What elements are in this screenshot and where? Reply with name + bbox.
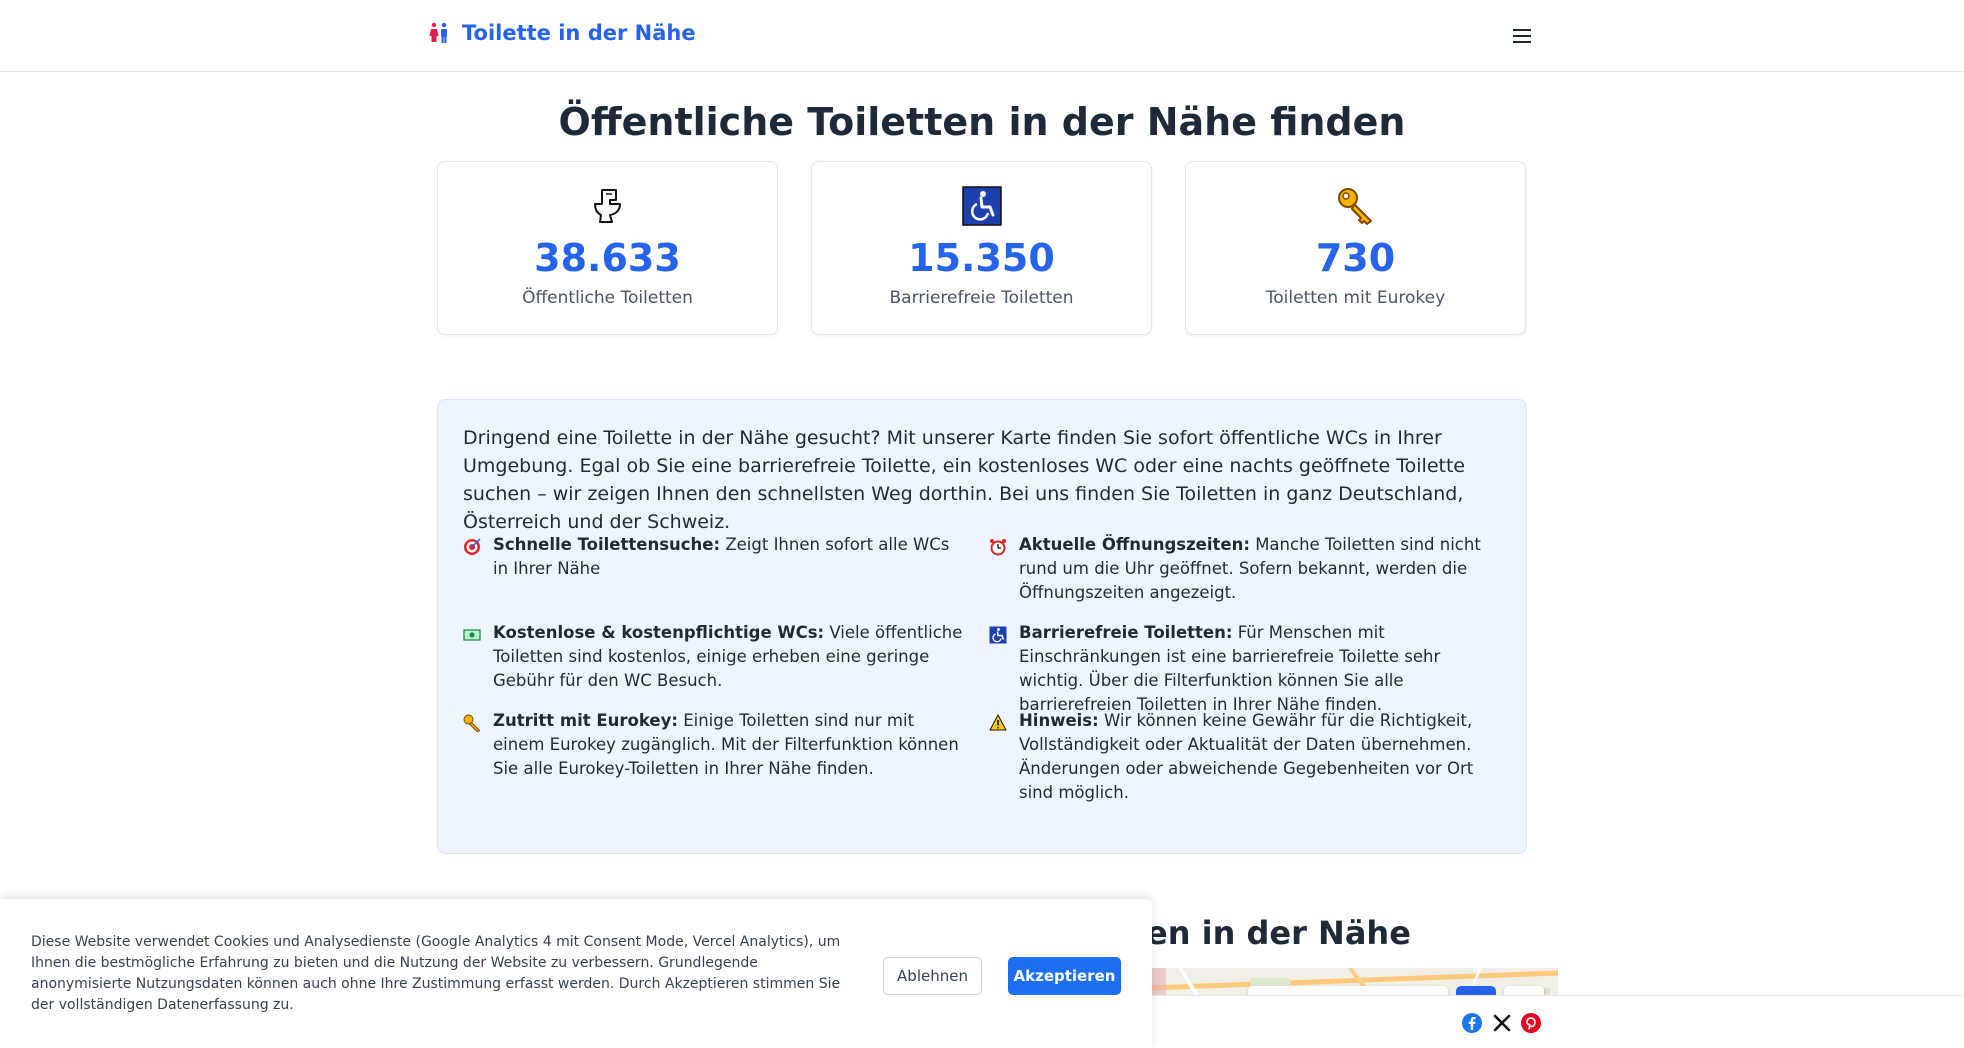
feature-text: Wir können keine Gewähr für die Richtigk… bbox=[1019, 711, 1474, 802]
cookie-banner: Diese Website verwendet Cookies und Anal… bbox=[0, 899, 1152, 1048]
warning-icon bbox=[989, 714, 1007, 731]
feature-text: Zeigt Ihnen sofort alle WCs in Ihrer Näh… bbox=[493, 535, 950, 578]
x-icon[interactable] bbox=[1491, 1012, 1513, 1034]
feature-fast-search: Schnelle Toilettensuche: Zeigt Ihnen sof… bbox=[463, 533, 963, 581]
intro-text: Dringend eine Toilette in der Nähe gesuc… bbox=[463, 427, 1466, 533]
feature-title: Hinweis: bbox=[1019, 711, 1099, 730]
toilet-icon bbox=[593, 189, 621, 223]
feature-text: Manche Toiletten sind nicht rund um die … bbox=[1019, 535, 1481, 602]
brand-title: Toilette in der Nähe bbox=[462, 21, 696, 45]
facebook-icon[interactable] bbox=[1461, 1012, 1483, 1034]
map-section-title: en in der Nähe bbox=[1146, 914, 1411, 952]
accept-button[interactable]: Akzeptieren bbox=[1008, 957, 1121, 995]
feature-notice: Hinweis: Wir können keine Gewähr für die… bbox=[989, 709, 1489, 805]
stat-label: Öffentliche Toiletten bbox=[522, 288, 693, 308]
key-icon bbox=[1337, 188, 1372, 225]
feature-title: Aktuelle Öffnungszeiten: bbox=[1019, 535, 1250, 554]
feature-eurokey: Zutritt mit Eurokey: Einige Toiletten si… bbox=[463, 709, 963, 781]
feature-title: Kostenlose & kostenpflichtige WCs: bbox=[493, 623, 825, 642]
wheelchair-icon bbox=[989, 626, 1007, 644]
stat-label: Toiletten mit Eurokey bbox=[1265, 288, 1446, 308]
stat-value: 730 bbox=[1315, 236, 1396, 280]
info-box: Dringend eine Toilette in der Nähe gesuc… bbox=[437, 399, 1527, 854]
stat-label: Barrierefreie Toiletten bbox=[889, 288, 1074, 308]
stat-card-eurokey-toilets: 730 Toiletten mit Eurokey bbox=[1185, 161, 1526, 335]
decline-button[interactable]: Ablehnen bbox=[883, 957, 982, 995]
share-bar bbox=[1150, 995, 1964, 1048]
feature-text: Einige Toiletten sind nur mit einem Euro… bbox=[493, 711, 959, 778]
feature-title: Schnelle Toilettensuche: bbox=[493, 535, 721, 554]
feature-opening-hours: Aktuelle Öffnungszeiten: Manche Toilette… bbox=[989, 533, 1489, 605]
stat-value: 38.633 bbox=[534, 236, 681, 280]
stat-card-accessible-toilets: 15.350 Barrierefreie Toiletten bbox=[811, 161, 1152, 335]
cookie-text: Diese Website verwendet Cookies und Anal… bbox=[31, 934, 841, 1013]
brand-link[interactable]: Toilette in der Nähe bbox=[428, 21, 696, 45]
feature-title: Barrierefreie Toiletten: bbox=[1019, 623, 1233, 642]
alarm-clock-icon bbox=[990, 539, 1006, 556]
feature-text: Für Menschen mit Einschränkungen ist ein… bbox=[1019, 623, 1441, 714]
pinterest-icon[interactable] bbox=[1520, 1012, 1542, 1034]
target-icon bbox=[464, 538, 481, 555]
feature-free-paid: Kostenlose & kostenpflichtige WCs: Viele… bbox=[463, 621, 963, 693]
stat-value: 15.350 bbox=[908, 236, 1055, 280]
banknote-icon bbox=[463, 629, 481, 641]
navbar: Toilette in der Nähe bbox=[0, 0, 1964, 72]
feature-title: Zutritt mit Eurokey: bbox=[493, 711, 678, 730]
feature-accessible: Barrierefreie Toiletten: Für Menschen mi… bbox=[989, 621, 1489, 717]
page-title: Öffentliche Toiletten in der Nähe finden bbox=[558, 100, 1406, 144]
key-icon bbox=[463, 714, 481, 732]
hamburger-menu-icon[interactable] bbox=[1508, 22, 1536, 50]
feature-text: Viele öffentliche Toiletten sind kostenl… bbox=[493, 623, 963, 690]
restroom-icon bbox=[429, 22, 447, 43]
stat-card-public-toilets: 38.633 Öffentliche Toiletten bbox=[437, 161, 778, 335]
wheelchair-icon bbox=[961, 186, 1002, 226]
